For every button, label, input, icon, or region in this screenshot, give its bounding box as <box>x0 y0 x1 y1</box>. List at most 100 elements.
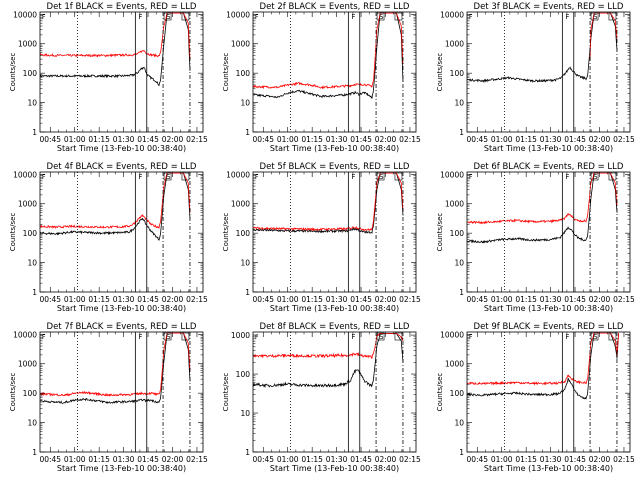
x-axis-title: Start Time (13-Feb-10 00:38:40) <box>57 144 186 153</box>
saa-marker-label: S <box>593 13 598 21</box>
y-tick-label: 100 <box>23 389 38 398</box>
y-tick-label: 10 <box>454 99 464 108</box>
x-tick-label: 02:15 <box>399 295 421 304</box>
x-axis-title: Start Time (13-Feb-10 00:38:40) <box>270 464 399 473</box>
x-tick-label: 02:15 <box>613 455 635 464</box>
end-marker-box <box>608 332 617 341</box>
flare-marker-label-left: F <box>255 174 259 181</box>
panel-title: Det 2f BLACK = Events, RED = LLD <box>260 2 410 12</box>
flare-marker-label: F <box>351 333 355 341</box>
saa-marker-label: S <box>379 173 384 181</box>
flare-marker-label-left: F <box>42 334 46 341</box>
y-axis-title: Counts/sec <box>436 373 444 412</box>
flare-marker-label-left: F <box>469 14 473 21</box>
x-tick-label: 00:45 <box>252 135 274 144</box>
x-tick-label: 01:45 <box>137 455 159 464</box>
plot-frame <box>252 11 417 133</box>
x-tick-label: 00:45 <box>466 295 488 304</box>
saa-marker-label: S <box>593 173 598 181</box>
panel-title: Det 9f BLACK = Events, RED = LLD <box>474 322 624 332</box>
saa-marker-box <box>376 12 385 21</box>
panel-title: Det 1f BLACK = Events, RED = LLD <box>47 2 197 12</box>
y-axis-title: Counts/sec <box>222 373 230 412</box>
y-tick-label: 100 <box>450 389 465 398</box>
y-tick-label: 1 <box>32 128 37 137</box>
x-tick-label: 01:45 <box>350 455 372 464</box>
panel-title: Det 8f BLACK = Events, RED = LLD <box>260 322 410 332</box>
x-tick-label: 01:30 <box>326 455 348 464</box>
x-tick-label: 02:00 <box>589 455 611 464</box>
end-marker-box <box>181 332 190 341</box>
y-tick-label: 10000 <box>440 170 464 179</box>
y-tick-label: 1000 <box>445 200 464 209</box>
y-tick-label: 1 <box>245 448 250 457</box>
x-tick-label: 00:45 <box>466 135 488 144</box>
y-axis-title: Counts/sec <box>9 53 17 92</box>
series-line-events <box>40 172 191 241</box>
end-marker-box <box>608 12 617 21</box>
x-tick-label: 01:00 <box>491 455 513 464</box>
series-line-lld <box>253 12 404 90</box>
x-tick-label: 01:45 <box>564 135 586 144</box>
panel-title: Det 5f BLACK = Events, RED = LLD <box>260 162 410 172</box>
x-tick-label: 01:15 <box>515 135 537 144</box>
y-tick-label: 10 <box>27 419 37 428</box>
y-tick-label: 1000 <box>231 200 250 209</box>
saa-marker-box <box>590 12 599 21</box>
flare-marker-label-left: F <box>469 334 473 341</box>
y-tick-label: 1 <box>245 288 250 297</box>
x-tick-label: 01:15 <box>301 455 323 464</box>
flare-marker-label: F <box>351 173 355 181</box>
y-tick-label: 10 <box>240 99 250 108</box>
panel-title: Det 6f BLACK = Events, RED = LLD <box>474 162 624 172</box>
x-tick-label: 00:45 <box>39 455 61 464</box>
saa-marker-box <box>163 12 172 21</box>
saa-marker-box <box>376 332 385 341</box>
x-tick-label: 02:15 <box>186 135 208 144</box>
x-tick-label: 01:45 <box>564 455 586 464</box>
flare-marker-label: F <box>565 333 569 341</box>
x-tick-label: 00:45 <box>39 295 61 304</box>
series-line-lld <box>253 172 404 232</box>
flare-marker-label-left: F <box>42 14 46 21</box>
x-tick-label: 02:00 <box>375 135 397 144</box>
x-tick-label: 01:45 <box>137 295 159 304</box>
panel-title: Det 3f BLACK = Events, RED = LLD <box>474 2 624 12</box>
x-tick-label: 01:00 <box>277 295 299 304</box>
saa-marker-label: S <box>166 333 171 341</box>
x-tick-label: 02:00 <box>589 135 611 144</box>
x-tick-label: 02:15 <box>186 455 208 464</box>
y-tick-label: 10000 <box>13 10 37 19</box>
x-tick-label: 00:45 <box>39 135 61 144</box>
flare-marker-label: F <box>138 173 142 181</box>
flare-marker-label: F <box>565 173 569 181</box>
y-tick-label: 1 <box>459 288 464 297</box>
plot-frame <box>466 331 631 453</box>
y-axis-title: Counts/sec <box>436 213 444 252</box>
x-axis-title: Start Time (13-Feb-10 00:38:40) <box>57 464 186 473</box>
flare-marker-label: F <box>138 13 142 21</box>
series-line-events <box>40 332 191 405</box>
x-tick-label: 02:15 <box>613 295 635 304</box>
end-marker-box <box>394 332 403 341</box>
saa-marker-box <box>590 332 599 341</box>
y-tick-label: 10000 <box>226 10 250 19</box>
saa-marker-box <box>590 172 599 181</box>
x-tick-label: 02:15 <box>186 295 208 304</box>
x-tick-label: 01:45 <box>350 135 372 144</box>
plot-frame <box>466 171 631 293</box>
end-marker-box <box>608 172 617 181</box>
y-tick-label: 10000 <box>440 10 464 19</box>
plot-frame <box>252 171 417 293</box>
plot-frame <box>466 11 631 133</box>
y-tick-label: 1000 <box>445 360 464 369</box>
x-tick-label: 02:15 <box>399 135 421 144</box>
y-tick-label: 100 <box>236 370 251 379</box>
end-marker-box <box>181 172 190 181</box>
y-tick-label: 1 <box>245 128 250 137</box>
